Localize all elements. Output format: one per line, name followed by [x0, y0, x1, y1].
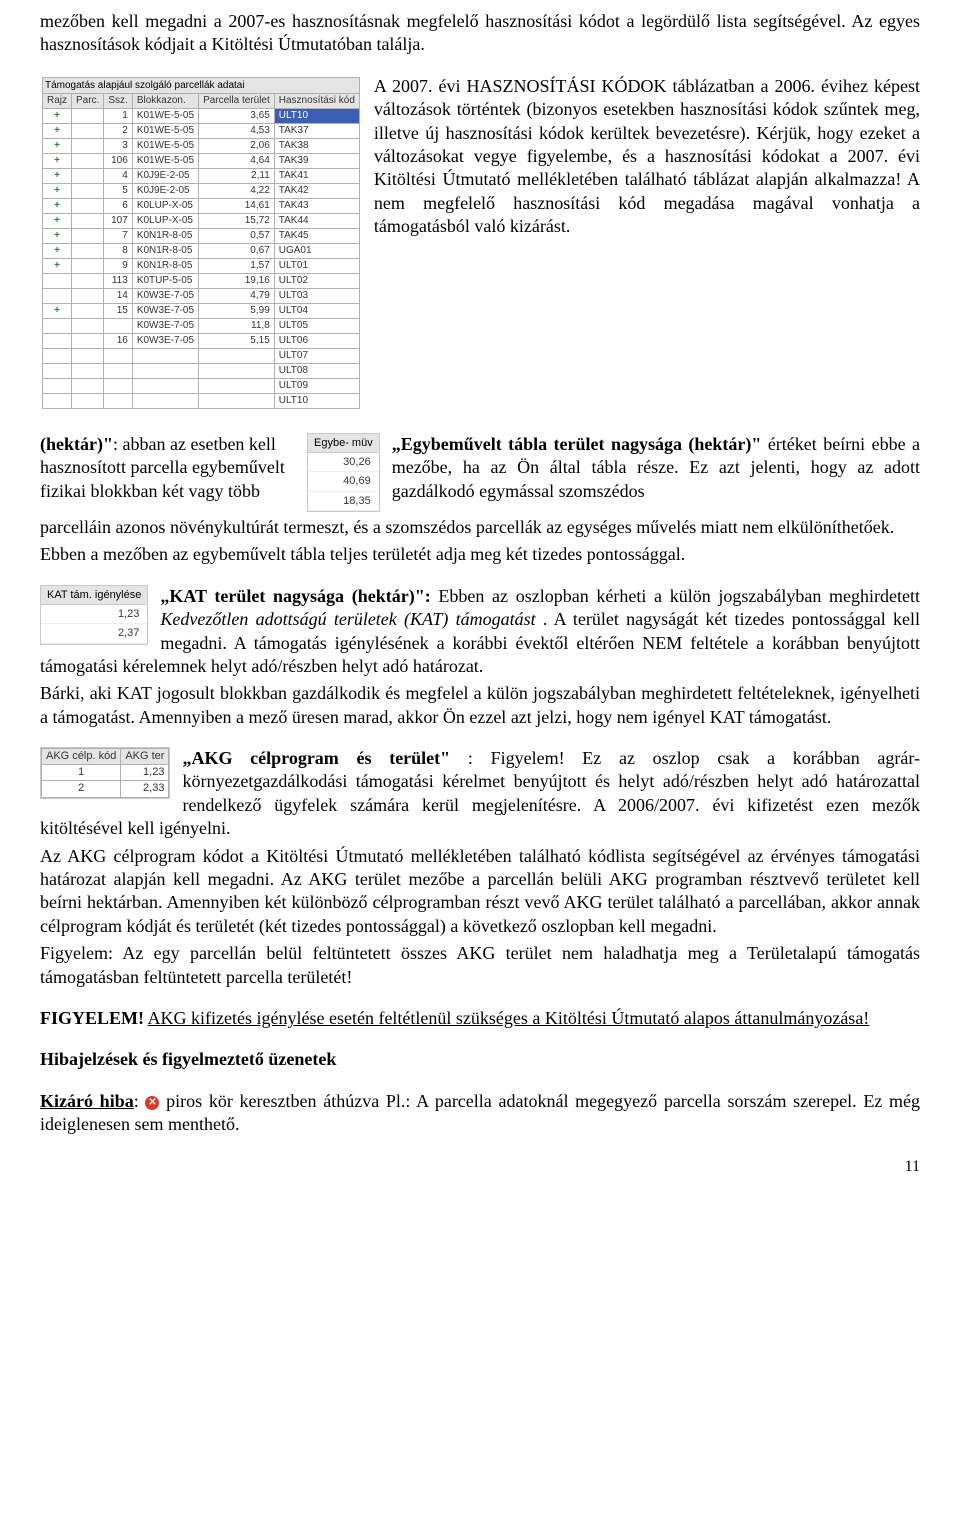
figyelem-text: AKG kifizetés igénylése esetén feltétlen… — [148, 1008, 870, 1028]
akg-p3: Figyelem: Az egy parcellán belül feltünt… — [40, 942, 920, 989]
egybe-lead-bold: „Egybeművelt tábla terület nagysága (hek… — [392, 434, 762, 454]
error-icon: ✕ — [145, 1096, 159, 1110]
kizaro-para: Kizáró hiba: ✕ piros kör keresztben áthú… — [40, 1090, 920, 1137]
table-row: +106K01WE-5-054,64TAK39 — [43, 153, 360, 168]
akg-p1-body: : Figyelem! Ez az oszlop csak a korábban… — [40, 748, 920, 838]
parcel-col-header: Ssz. — [104, 93, 132, 108]
figyelem-label: FIGYELEM! — [40, 1008, 144, 1028]
hibajel-heading: Hibajelzések és figyelmeztető üzenetek — [40, 1048, 920, 1071]
table-row: +5K0J9E-2-054,22TAK42 — [43, 183, 360, 198]
page-number: 11 — [40, 1157, 920, 1178]
figyelem-section: FIGYELEM! AKG kifizetés igénylése esetén… — [40, 1007, 920, 1030]
table-row: ULT07 — [43, 348, 360, 363]
table-row: +9K0N1R-8-051,57ULT01 — [43, 258, 360, 273]
parcel-table-title: Támogatás alapjául szolgáló parcellák ad… — [42, 77, 360, 93]
parcel-col-header: Rajz — [43, 93, 72, 108]
egybe-mini-image: Egybe- müv30,2640,6918,35 — [307, 433, 380, 512]
intro-paragraph: mezőben kell megadni a 2007-es hasznosít… — [40, 10, 920, 57]
table-row: 16K0W3E-7-055,15ULT06 — [43, 333, 360, 348]
kizaro-text: piros kör keresztben áthúzva Pl.: A parc… — [40, 1091, 920, 1134]
parcel-col-header: Parcella terület — [199, 93, 275, 108]
kat-p1: „KAT terület nagysága (hektár)": Ebben a… — [40, 585, 920, 679]
akg-p1: „AKG célprogram és terület" : Figyelem! … — [40, 747, 920, 841]
kat-section: KAT tám. igénylése1,232,37 „KAT terület … — [40, 585, 920, 729]
egybe-section: (hektár)": abban az esetben kell hasznos… — [40, 433, 920, 567]
parcel-col-header: Blokkazon. — [132, 93, 198, 108]
table-row: ULT10 — [43, 393, 360, 408]
table-row: +2K01WE-5-054,53TAK37 — [43, 123, 360, 138]
egybe-lead: (hektár)" — [40, 434, 113, 454]
table-row: 113K0TUP-5-0519,16ULT02 — [43, 273, 360, 288]
intro-text: mezőben kell megadni a 2007-es hasznosít… — [40, 10, 920, 57]
kat-p1-italic: Kedvezőtlen adottságú területek (KAT) tá… — [160, 609, 535, 629]
kizaro-label: Kizáró hiba — [40, 1091, 134, 1111]
table-row: +6K0LUP-X-0514,61TAK43 — [43, 198, 360, 213]
figyelem-para: FIGYELEM! AKG kifizetés igénylése esetén… — [40, 1007, 920, 1030]
kat-lead-bold: „KAT terület nagysága (hektár)": — [160, 586, 430, 606]
parcel-col-header: Hasznosítási kód — [274, 93, 359, 108]
table-row: +3K01WE-5-052,06TAK38 — [43, 138, 360, 153]
hibajel-title: Hibajelzések és figyelmeztető üzenetek — [40, 1048, 920, 1071]
parcel-section: Támogatás alapjául szolgáló parcellák ad… — [40, 75, 920, 415]
kat-p2: Bárki, aki KAT jogosult blokkban gazdálk… — [40, 682, 920, 729]
table-row: +7K0N1R-8-050,57TAK45 — [43, 228, 360, 243]
egybe-p2: parcelláin azonos növénykultúrát termesz… — [40, 516, 920, 539]
table-row: ULT09 — [43, 378, 360, 393]
parcel-data-table: RajzParc.Ssz.Blokkazon.Parcella területH… — [42, 93, 360, 409]
table-row: +4K0J9E-2-052,11TAK41 — [43, 168, 360, 183]
egybe-p3: Ebben a mezőben az egybeművelt tábla tel… — [40, 543, 920, 566]
table-row: 14K0W3E-7-054,79ULT03 — [43, 288, 360, 303]
table-row: +107K0LUP-X-0515,72TAK44 — [43, 213, 360, 228]
kizaro-section: Kizáró hiba: ✕ piros kör keresztben áthú… — [40, 1090, 920, 1137]
table-row: +1K01WE-5-053,65ULT10 — [43, 108, 360, 123]
akg-section: AKG célp. kódAKG ter11,2322,33 „AKG célp… — [40, 747, 920, 989]
kat-p1-body: Ebben az oszlopban kérheti a külön jogsz… — [438, 586, 920, 606]
table-row: +15K0W3E-7-055,99ULT04 — [43, 303, 360, 318]
akg-p2: Az AKG célprogram kódot a Kitöltési Útmu… — [40, 845, 920, 939]
egybe-left-text: (hektár)": abban az esetben kell hasznos… — [40, 433, 295, 503]
parcel-col-header: Parc. — [72, 93, 104, 108]
table-row: K0W3E-7-0511,8ULT05 — [43, 318, 360, 333]
table-row: ULT08 — [43, 363, 360, 378]
table-row: +8K0N1R-8-050,67UGA01 — [43, 243, 360, 258]
parcel-table-image: Támogatás alapjául szolgáló parcellák ad… — [40, 75, 362, 411]
kat-mini-image: KAT tám. igénylése1,232,37 — [40, 585, 148, 645]
akg-mini-image: AKG célp. kódAKG ter11,2322,33 — [40, 747, 170, 805]
akg-lead-bold: „AKG célprogram és terület" — [182, 748, 450, 768]
